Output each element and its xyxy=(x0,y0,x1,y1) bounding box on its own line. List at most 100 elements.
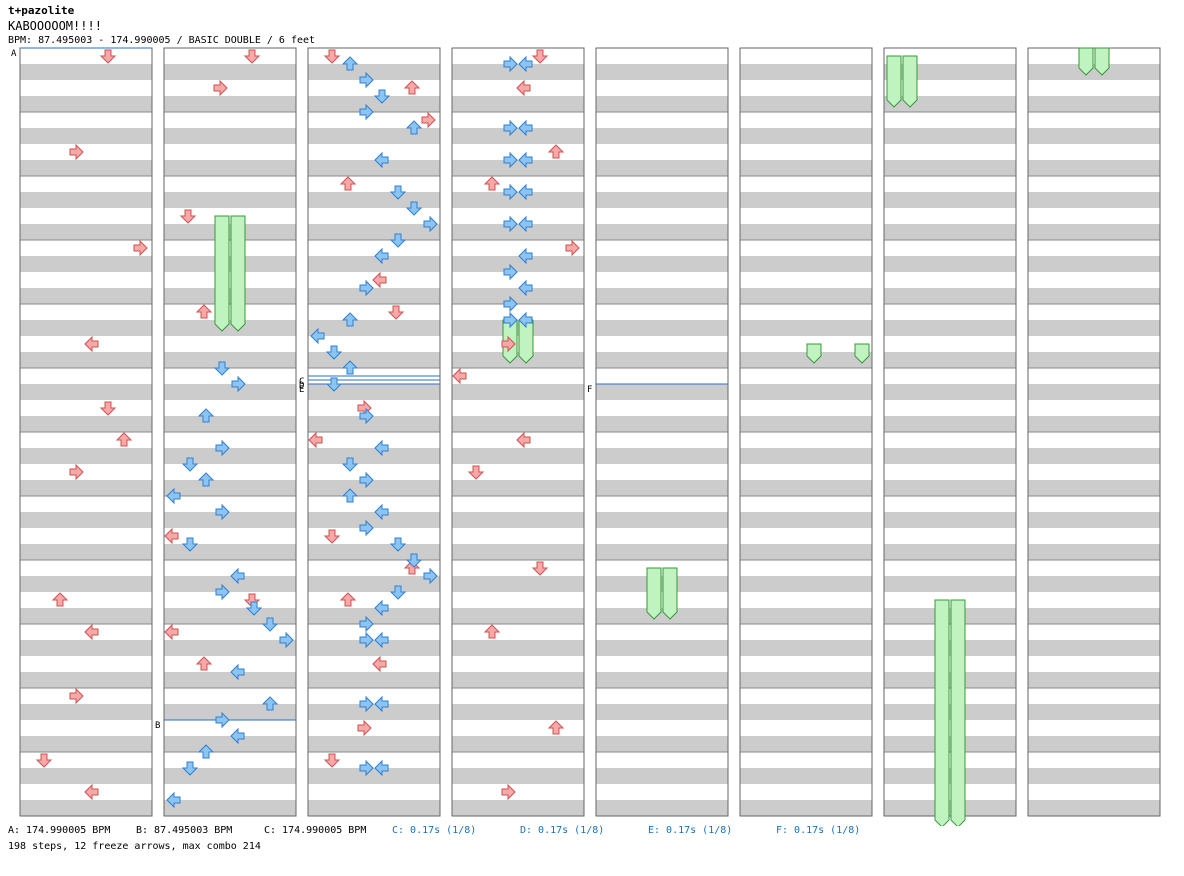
beat-stripe xyxy=(596,448,728,464)
chart-column-5 xyxy=(595,47,729,817)
step-arrow xyxy=(195,304,213,319)
step-arrow xyxy=(374,439,389,457)
step-arrow xyxy=(181,537,199,552)
bpm-legend-c: C: 174.990005 BPM xyxy=(264,825,367,836)
step-arrow xyxy=(69,687,84,705)
beat-stripe xyxy=(1028,96,1160,112)
freeze-arrow xyxy=(1094,47,1110,76)
chart-column-8 xyxy=(1027,47,1161,817)
beat-stripe xyxy=(740,352,872,368)
chart-column-4 xyxy=(451,47,585,817)
beat-stripe xyxy=(308,96,440,112)
step-arrow xyxy=(230,727,245,745)
step-arrow xyxy=(197,472,215,487)
step-arrow xyxy=(213,361,231,376)
beat-stripe xyxy=(596,576,728,592)
step-arrow xyxy=(501,783,516,801)
step-arrow xyxy=(389,233,407,248)
beat-stripe xyxy=(308,128,440,144)
beat-stripe xyxy=(20,384,152,400)
beat-stripe xyxy=(164,288,296,304)
step-arrow xyxy=(325,377,343,392)
freeze-arrow xyxy=(1078,47,1094,76)
beat-stripe xyxy=(164,448,296,464)
beat-stripe xyxy=(1028,160,1160,176)
bpm-legend-a: A: 174.990005 BPM xyxy=(8,825,111,836)
beat-stripe xyxy=(740,576,872,592)
beat-stripe xyxy=(740,704,872,720)
beat-stripe xyxy=(308,288,440,304)
step-arrow xyxy=(503,295,518,313)
step-arrow xyxy=(341,360,359,375)
freeze-arrow xyxy=(934,599,950,826)
beat-stripe xyxy=(452,544,584,560)
beat-stripe xyxy=(452,768,584,784)
beat-stripe xyxy=(164,96,296,112)
beat-stripe xyxy=(308,224,440,240)
beat-stripe xyxy=(308,512,440,528)
step-arrow xyxy=(374,599,389,617)
step-arrow xyxy=(115,432,133,447)
step-arrow xyxy=(503,215,518,233)
step-arrow xyxy=(215,439,230,457)
step-chart: A B CDE F xyxy=(11,47,1161,826)
beat-stripe xyxy=(740,160,872,176)
beat-stripe xyxy=(740,128,872,144)
step-arrow xyxy=(213,79,228,97)
step-arrow xyxy=(452,367,467,385)
beat-stripe xyxy=(1028,224,1160,240)
beat-stripe xyxy=(596,608,728,624)
beat-stripe xyxy=(1028,800,1160,816)
step-arrow xyxy=(359,759,374,777)
beat-stripe xyxy=(20,544,152,560)
beat-stripe xyxy=(20,224,152,240)
beat-stripe xyxy=(452,640,584,656)
step-arrow xyxy=(518,311,533,329)
beat-stripe xyxy=(596,544,728,560)
beat-stripe xyxy=(308,800,440,816)
beat-stripe xyxy=(1028,384,1160,400)
step-arrow xyxy=(372,271,387,289)
step-arrow xyxy=(359,631,374,649)
beat-stripe xyxy=(740,64,872,80)
beat-stripe xyxy=(740,416,872,432)
beat-stripe xyxy=(20,704,152,720)
step-arrow xyxy=(339,592,357,607)
beat-stripe xyxy=(1028,576,1160,592)
beat-stripe xyxy=(740,384,872,400)
beat-stripe xyxy=(308,384,440,400)
beat-stripe xyxy=(596,96,728,112)
beat-stripe xyxy=(596,512,728,528)
step-arrow xyxy=(501,335,516,353)
beat-stripe xyxy=(596,704,728,720)
step-arrow xyxy=(516,79,531,97)
beat-stripe xyxy=(740,544,872,560)
step-arrow xyxy=(35,753,53,768)
beat-stripe xyxy=(1028,288,1160,304)
marker-label-E: E xyxy=(299,385,304,395)
step-arrow xyxy=(518,151,533,169)
step-arrow xyxy=(516,431,531,449)
beat-stripe xyxy=(452,608,584,624)
step-arrow xyxy=(261,696,279,711)
step-arrow xyxy=(373,89,391,104)
beat-stripe xyxy=(884,736,1016,752)
beat-stripe xyxy=(452,96,584,112)
step-arrow xyxy=(230,663,245,681)
step-arrow xyxy=(405,553,423,568)
marker-label-B: B xyxy=(155,721,160,731)
step-arrow xyxy=(518,183,533,201)
beat-stripe xyxy=(884,480,1016,496)
step-arrow xyxy=(215,711,230,729)
beat-stripe xyxy=(452,64,584,80)
beat-stripe xyxy=(164,576,296,592)
beat-stripe xyxy=(164,416,296,432)
beat-stripe xyxy=(308,64,440,80)
beat-stripe xyxy=(452,672,584,688)
step-arrow xyxy=(195,656,213,671)
beat-stripe xyxy=(164,352,296,368)
beat-stripe xyxy=(164,768,296,784)
beat-stripe xyxy=(596,352,728,368)
beat-stripe xyxy=(164,736,296,752)
freeze-arrow xyxy=(214,215,230,332)
